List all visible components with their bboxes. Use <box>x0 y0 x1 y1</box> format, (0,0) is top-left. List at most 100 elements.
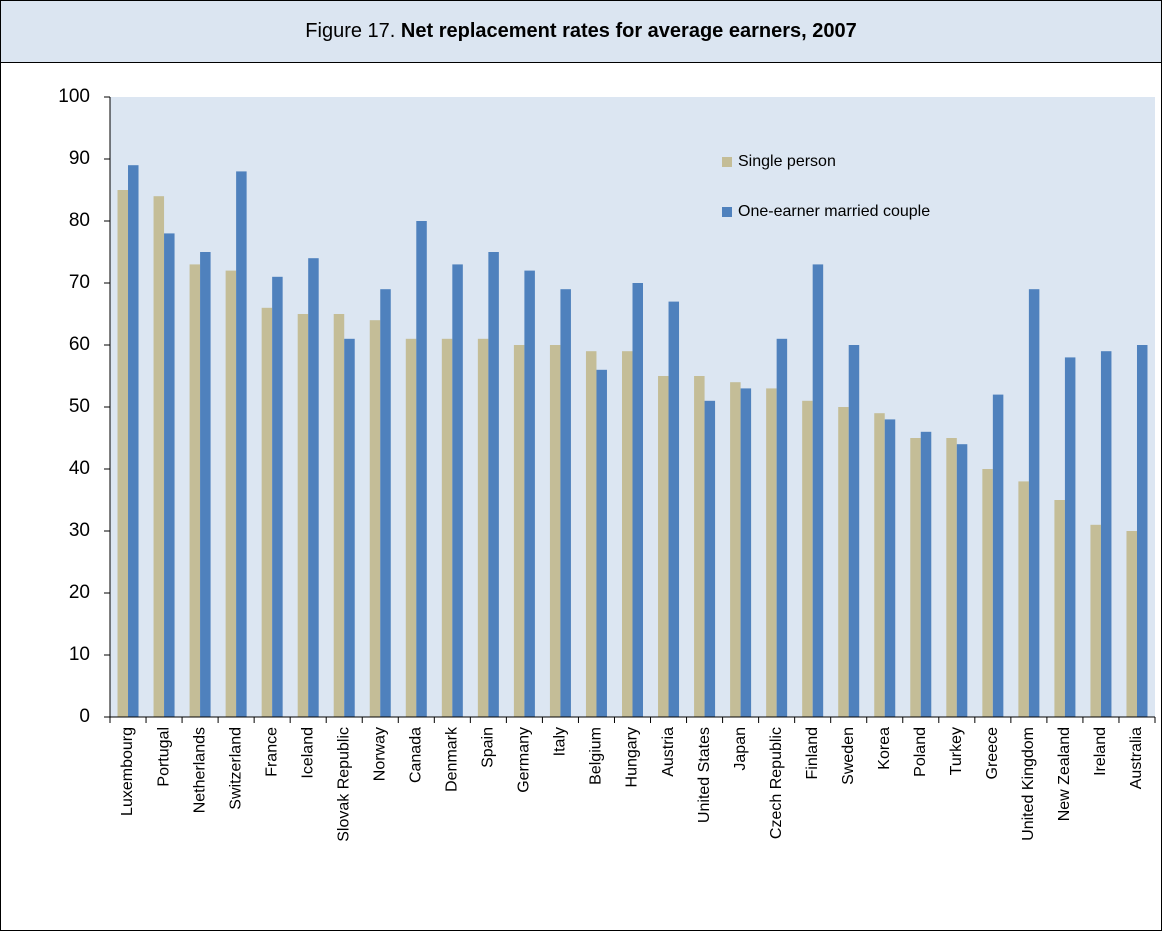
bar <box>730 382 741 717</box>
bar <box>1028 289 1040 717</box>
x-tick-label: Poland <box>912 727 929 777</box>
bar <box>802 400 813 717</box>
x-tick-label: Finland <box>804 727 821 779</box>
bar <box>946 438 957 717</box>
bar <box>740 388 752 717</box>
bar <box>117 190 129 717</box>
bar <box>560 289 571 717</box>
y-tick-label: 10 <box>69 644 90 665</box>
figure-label: Figure 17. <box>305 20 395 42</box>
bar <box>524 270 535 717</box>
x-tick-label: Luxembourg <box>119 727 136 816</box>
x-tick-label: Denmark <box>444 726 461 792</box>
bar <box>982 469 993 717</box>
x-tick-label: Belgium <box>588 727 605 785</box>
x-tick-label: United States <box>696 727 713 823</box>
bar <box>776 338 788 717</box>
x-tick-label: Canada <box>408 727 425 783</box>
x-tick-label: New Zealand <box>1056 727 1073 821</box>
x-tick-label: Czech Republic <box>768 727 785 839</box>
bar <box>153 196 165 717</box>
y-tick-label: 60 <box>69 334 90 355</box>
x-tick-label: Switzerland <box>227 727 244 810</box>
bar <box>920 431 932 717</box>
bar <box>704 400 716 717</box>
x-tick-label: Portugal <box>155 727 172 787</box>
x-tick-label: France <box>263 727 280 777</box>
bar <box>596 369 607 717</box>
chart-title: Figure 17. Net replacement rates for ave… <box>305 20 856 42</box>
bar <box>369 320 381 717</box>
x-tick-label: Spain <box>480 727 497 768</box>
bar <box>1064 357 1076 717</box>
x-tick-label: Slovak Republic <box>335 727 352 842</box>
bar <box>261 307 273 717</box>
bar <box>549 345 561 717</box>
y-tick-label: 80 <box>69 210 90 231</box>
bar <box>441 338 453 717</box>
bar <box>344 338 355 717</box>
y-tick-label: 90 <box>69 148 90 169</box>
bar <box>956 444 968 717</box>
x-tick-label: United Kingdom <box>1020 727 1037 841</box>
bar <box>477 338 489 717</box>
bar <box>874 413 885 717</box>
header <box>0 0 1162 63</box>
x-tick-label: Japan <box>732 727 749 771</box>
bar <box>1054 500 1065 717</box>
x-tick-label: Germany <box>516 727 533 793</box>
x-tick-label: Netherlands <box>191 727 208 813</box>
bar <box>658 376 669 717</box>
legend-swatch <box>722 207 732 217</box>
bar <box>513 345 525 717</box>
legend-swatch <box>722 157 732 167</box>
bar <box>189 264 201 717</box>
bar <box>694 376 705 717</box>
legend-label: Single person <box>738 153 836 170</box>
bar <box>1136 345 1148 717</box>
x-tick-label: Greece <box>984 727 1001 780</box>
x-tick-label: Norway <box>371 727 388 781</box>
bar <box>128 165 139 717</box>
bar <box>668 301 680 717</box>
bar <box>848 345 860 717</box>
bar <box>380 289 391 717</box>
title: Net replacement rates for average earner… <box>401 20 857 42</box>
x-tick-label: Austria <box>660 727 677 777</box>
bar <box>297 314 309 717</box>
bar <box>272 276 283 717</box>
bar <box>200 252 211 717</box>
bar <box>488 252 499 717</box>
x-tick-label: Australia <box>1128 727 1145 789</box>
bar <box>1018 481 1029 717</box>
bar <box>766 388 777 717</box>
bar <box>622 351 633 717</box>
y-tick-label: 100 <box>58 86 90 107</box>
bar <box>910 438 921 717</box>
y-tick-label: 0 <box>79 706 90 727</box>
bar <box>1100 351 1112 717</box>
bar <box>884 419 896 717</box>
bar <box>992 394 1004 717</box>
y-tick-label: 70 <box>69 272 90 293</box>
bar <box>405 338 417 717</box>
bar <box>225 270 237 717</box>
bar <box>632 283 643 717</box>
x-tick-label: Korea <box>876 727 893 770</box>
x-tick-label: Iceland <box>299 727 316 779</box>
bar <box>333 314 345 717</box>
bar <box>585 351 597 717</box>
bar <box>308 258 319 717</box>
y-tick-label: 50 <box>69 396 90 417</box>
x-tick-label: Turkey <box>948 727 965 775</box>
x-tick-label: Ireland <box>1092 727 1109 776</box>
y-tick-label: 20 <box>69 582 90 603</box>
y-tick-label: 30 <box>69 520 90 541</box>
bar <box>164 233 175 717</box>
bar <box>812 264 824 717</box>
y-tick-label: 40 <box>69 458 90 479</box>
legend-label: One-earner married couple <box>738 203 930 220</box>
x-tick-label: Sweden <box>840 727 857 785</box>
x-tick-label: Italy <box>552 727 569 756</box>
